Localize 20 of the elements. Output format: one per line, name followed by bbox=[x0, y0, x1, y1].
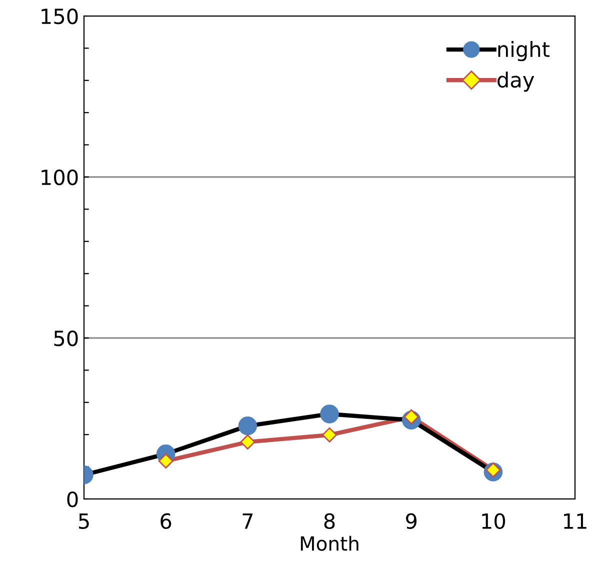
x-tick-label: 7 bbox=[242, 514, 253, 529]
point bbox=[158, 453, 174, 469]
x-tick-label: 6 bbox=[160, 513, 172, 530]
point bbox=[238, 416, 258, 436]
x-tick-label: 11 bbox=[564, 514, 586, 529]
x-tick-label: 8 bbox=[324, 513, 335, 530]
point bbox=[320, 404, 339, 424]
x-axis-title: Month bbox=[300, 536, 358, 551]
x-tick-label: 10 bbox=[482, 513, 506, 530]
legend-label: day bbox=[498, 72, 534, 92]
point bbox=[486, 462, 501, 478]
y-tick-label: 100 bbox=[42, 169, 78, 186]
legend-label: night bbox=[498, 41, 550, 62]
point bbox=[240, 434, 256, 450]
x-tick-label: 5 bbox=[78, 514, 89, 530]
y-tick-label: 50 bbox=[54, 330, 78, 346]
y-tick-label: 150 bbox=[42, 8, 78, 24]
x-tick-label: 9 bbox=[406, 513, 416, 530]
point bbox=[322, 427, 338, 442]
y-tick-label: 0 bbox=[67, 491, 78, 508]
